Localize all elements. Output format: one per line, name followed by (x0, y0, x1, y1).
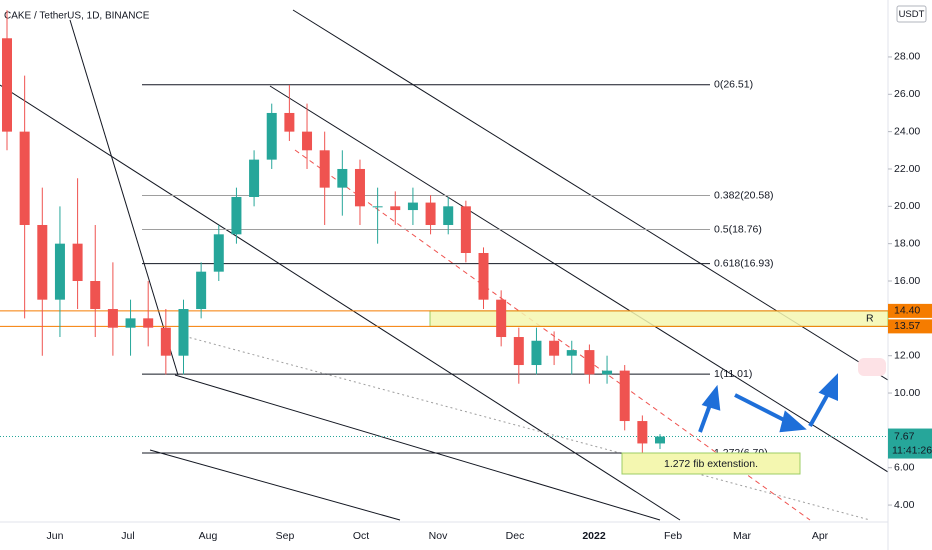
price-tag-label: 13.57 (894, 320, 920, 332)
arrow (808, 391, 831, 427)
candle-body (478, 252, 489, 300)
candle-body (125, 318, 136, 328)
y-tick-label: 6.00 (894, 462, 915, 474)
candle-body (390, 206, 401, 211)
candle-body (178, 309, 189, 356)
dashed-line (294, 149, 811, 521)
countdown: 11:41:26 (892, 444, 932, 456)
x-tick-label: Jun (47, 530, 64, 542)
y-tick-label: 18.00 (894, 237, 920, 249)
candle-body (37, 224, 48, 300)
y-tick-label: 10.00 (894, 387, 920, 399)
arrow (734, 393, 791, 425)
price-tag (888, 319, 932, 334)
candle-body (72, 243, 83, 282)
candle-body (337, 168, 348, 188)
fib-label: 0.618(16.93) (714, 257, 774, 269)
x-tick-label: Feb (664, 530, 682, 542)
y-tick-label: 26.00 (894, 88, 920, 100)
dotted-line (179, 334, 871, 521)
arrow-head (779, 410, 807, 433)
x-tick-label: Dec (506, 530, 525, 542)
candle-body (90, 281, 101, 310)
candle-body (372, 206, 383, 208)
candle-body (143, 318, 154, 328)
annotation: 1.272 fib extenstion. (664, 458, 758, 470)
x-tick-label: Mar (733, 530, 752, 542)
candle-body (549, 340, 560, 356)
y-tick-label: 12.00 (894, 349, 920, 361)
annotation-box (621, 452, 801, 475)
currency-box[interactable] (896, 5, 927, 23)
chart-title: CAKE / TetherUS, 1D, BINANCE (4, 11, 150, 22)
candle-body (107, 309, 118, 328)
candle-body (249, 159, 260, 197)
y-tick-label: 4.00 (894, 499, 915, 511)
candle-body (213, 234, 224, 272)
candle-body (602, 370, 613, 375)
trend-lines (0, 9, 913, 521)
candle-body (266, 112, 277, 160)
fib-label: 0.382(20.58) (714, 189, 774, 201)
x-tick-label: Aug (199, 530, 218, 542)
fib-label: 0(26.51) (714, 79, 753, 91)
y-tick-label: 20.00 (894, 200, 920, 212)
candle-body (531, 340, 542, 366)
candle-body (160, 327, 171, 356)
candle-body (443, 206, 454, 225)
arrow-head (818, 373, 838, 402)
y-tick-label: 22.00 (894, 163, 920, 175)
x-tick-label: Sep (276, 530, 295, 542)
y-tick-label: 24.00 (894, 125, 920, 137)
channel-line (0, 84, 681, 521)
x-tick-label: Apr (812, 530, 829, 542)
candle-body (460, 206, 471, 253)
x-tick-label: Jul (121, 530, 134, 542)
candle-body (407, 202, 418, 211)
candle-body (54, 243, 65, 300)
zone-label: R (866, 312, 874, 324)
candle-body (231, 196, 242, 235)
fib-label: 0.5(18.76) (714, 223, 762, 235)
candle-body (302, 131, 313, 151)
candle-body (284, 112, 295, 132)
alert-marker (858, 358, 886, 376)
candle-body (196, 271, 207, 310)
last-price-label: 7.67 (894, 430, 915, 442)
fib-label: 1(11.01) (714, 368, 752, 380)
y-tick-label: 16.00 (894, 275, 920, 287)
x-tick-label: 2022 (582, 530, 606, 542)
price-tag-label: 14.40 (894, 305, 920, 317)
candle-body (566, 350, 577, 356)
channel-line (269, 85, 913, 488)
candle-body (655, 436, 665, 444)
candle-body (513, 337, 524, 366)
trend-line (69, 19, 179, 376)
channel-line (292, 9, 913, 396)
channel-line (149, 449, 401, 521)
candle-body (2, 38, 12, 132)
candle-body (619, 370, 630, 422)
candle-body (496, 299, 507, 338)
price-tag (888, 303, 932, 318)
candle-body (425, 202, 436, 225)
x-tick-label: Oct (353, 530, 369, 542)
candle-body (584, 350, 595, 375)
y-tick-label: 28.00 (894, 51, 920, 63)
candle-body (637, 421, 648, 444)
arrows (698, 373, 838, 433)
currency[interactable]: USDT (899, 9, 925, 20)
channel-line (174, 374, 661, 521)
candle-body (319, 150, 330, 188)
x-tick-label: Nov (429, 530, 448, 542)
last-price-tag (888, 428, 932, 459)
candle-body (354, 168, 365, 207)
arrow-head (701, 384, 721, 411)
candle-body (19, 131, 30, 225)
